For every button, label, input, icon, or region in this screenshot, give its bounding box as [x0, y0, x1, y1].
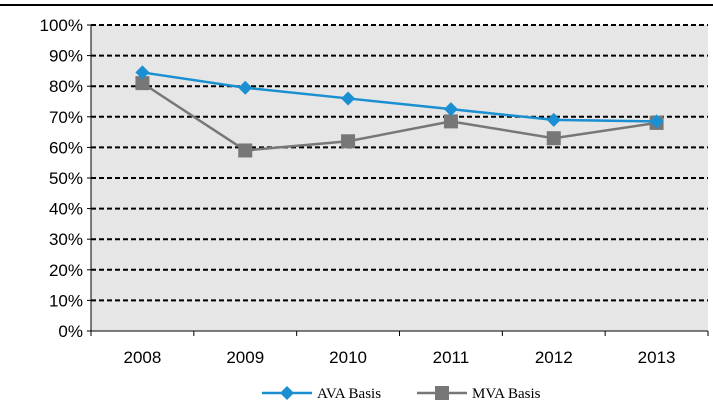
data-point: [443, 114, 458, 129]
data-point: [238, 143, 253, 158]
x-tick-label: 2008: [124, 348, 162, 367]
legend-item: MVA Basis: [417, 386, 541, 402]
legend-label: MVA Basis: [472, 386, 541, 402]
y-tick-label: 80%: [49, 77, 83, 96]
legend-label: AVA Basis: [317, 386, 381, 402]
gridlines: [91, 24, 708, 302]
y-tick-label: 50%: [49, 169, 83, 188]
data-point: [238, 80, 253, 95]
y-axis-tick-labels: 0% 10% 20% 30% 40% 50% 60% 70% 80% 90% 100%: [40, 16, 83, 341]
y-tick-label: 30%: [49, 230, 83, 249]
y-tick-label: 0%: [58, 322, 83, 341]
data-point: [341, 134, 356, 149]
series-ava-basis: [135, 65, 664, 129]
legend: AVA Basis MVA Basis: [262, 386, 541, 402]
legend-item: AVA Basis: [262, 386, 381, 402]
data-point: [341, 91, 356, 106]
y-tick-label: 40%: [49, 200, 83, 219]
x-tick-label: 2011: [433, 348, 470, 367]
y-tick-label: 10%: [49, 291, 83, 310]
series-line: [142, 71, 657, 123]
data-point: [135, 76, 150, 91]
series-line: [141, 82, 657, 152]
x-axis-tick-labels: 2008 2009 2010 2011 2012 2013: [124, 348, 676, 367]
x-tick-label: 2013: [638, 348, 676, 367]
y-tick-label: 20%: [49, 261, 83, 280]
data-point: [649, 114, 664, 129]
data-point: [135, 65, 150, 80]
x-tick-label: 2012: [535, 348, 573, 367]
y-tick-label: 90%: [49, 47, 83, 66]
y-tick-label: 100%: [40, 16, 83, 35]
y-tick-label: 60%: [49, 138, 83, 157]
y-tick-label: 70%: [49, 108, 83, 127]
legend-marker: [435, 386, 449, 400]
data-point: [546, 131, 561, 146]
data-point: [443, 102, 458, 117]
x-tick-label: 2009: [226, 348, 264, 367]
axes: [87, 24, 709, 336]
legend-marker: [280, 386, 294, 400]
data-point: [546, 112, 561, 127]
x-tick-label: 2010: [329, 348, 367, 367]
series: [135, 65, 664, 158]
